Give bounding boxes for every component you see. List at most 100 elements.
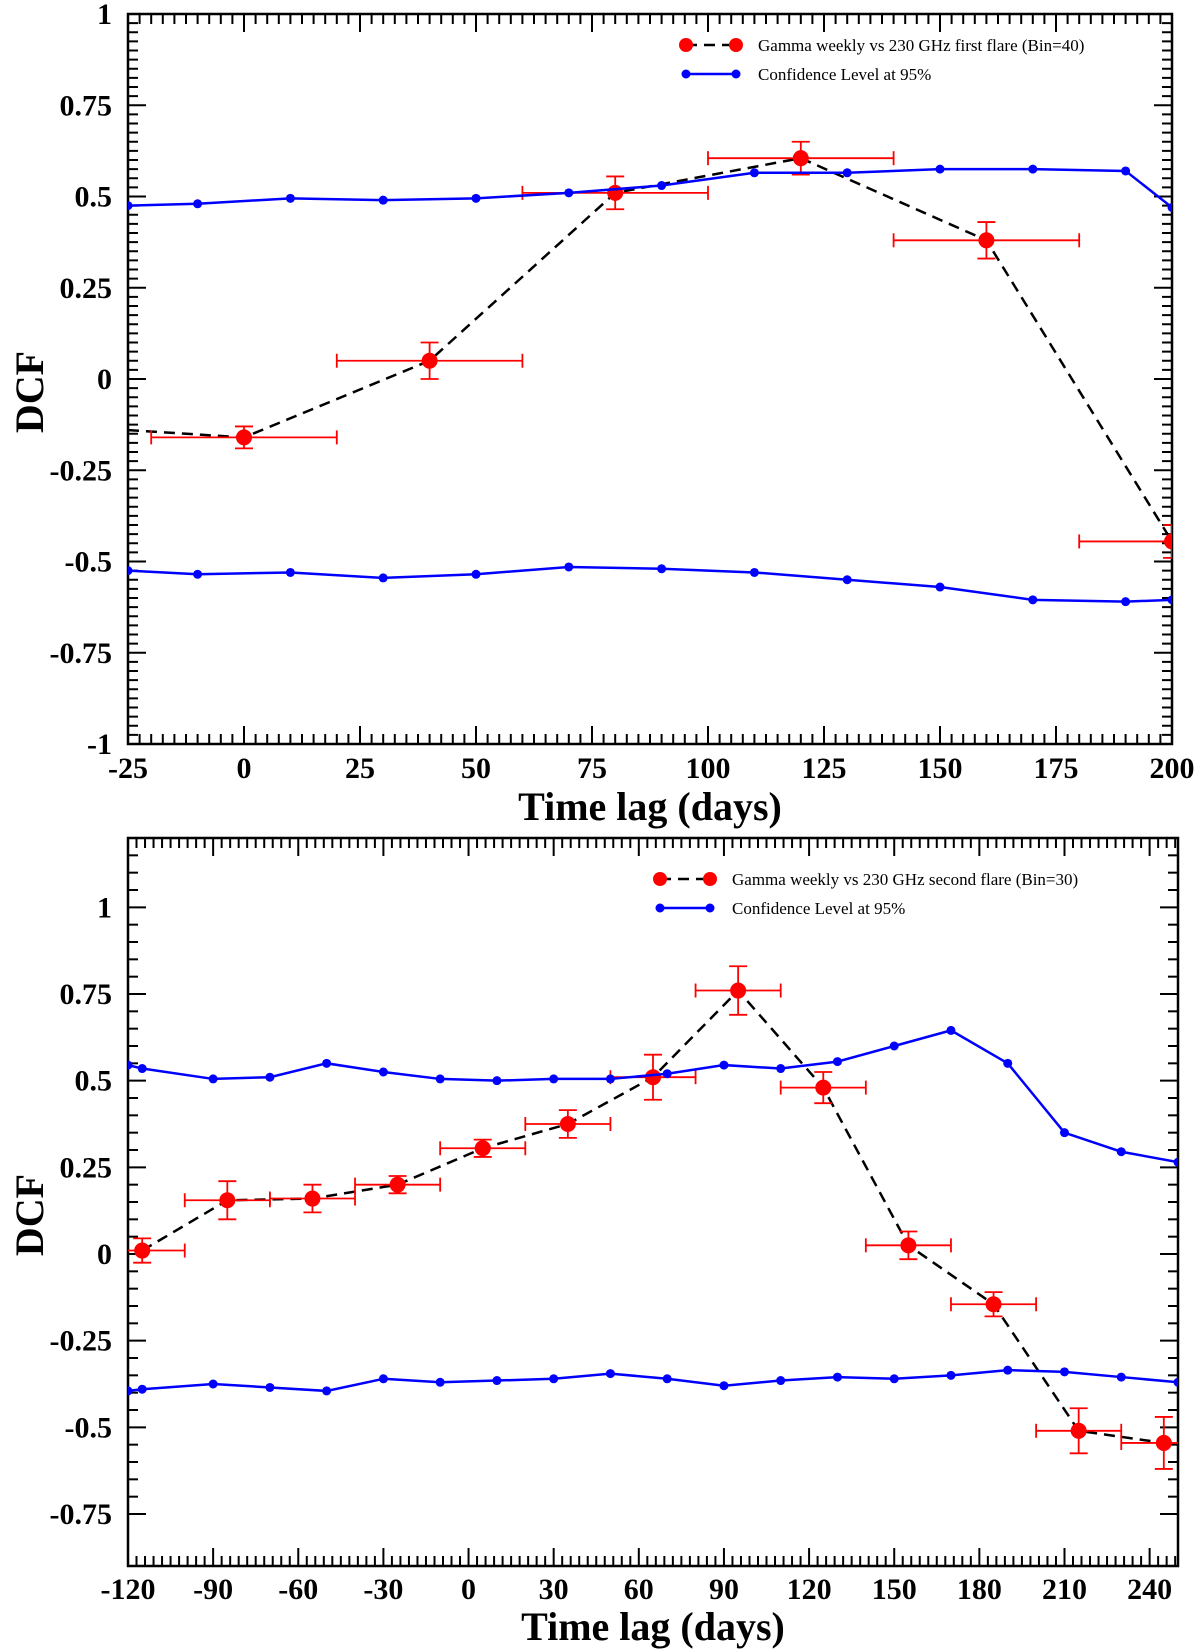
y-tick-label: -0.25 bbox=[50, 1325, 113, 1358]
legend-swatch-marker bbox=[653, 872, 667, 886]
confidence-point bbox=[889, 1041, 899, 1051]
x-tick-label: 200 bbox=[1150, 752, 1195, 785]
dcf-point bbox=[985, 1296, 1002, 1313]
y-tick-label: 0 bbox=[97, 363, 112, 396]
legend-entry-dcf: Gamma weekly vs 230 GHz first flare (Bin… bbox=[679, 36, 1084, 55]
confidence-point bbox=[378, 573, 388, 583]
dcf-point bbox=[1155, 1434, 1172, 1451]
confidence-point bbox=[492, 1376, 502, 1386]
confidence-point bbox=[749, 168, 759, 178]
y-axis-title: DCF bbox=[7, 1174, 52, 1256]
confidence-point bbox=[1116, 1147, 1126, 1157]
confidence-point bbox=[208, 1074, 218, 1084]
confidence-point bbox=[657, 564, 667, 574]
x-tick-label: -90 bbox=[193, 1573, 233, 1606]
legend-swatch-marker bbox=[679, 38, 693, 52]
x-tick-label: 50 bbox=[461, 752, 491, 785]
confidence-point bbox=[322, 1386, 332, 1396]
confidence-point bbox=[719, 1381, 729, 1391]
x-tick-label: 175 bbox=[1034, 752, 1079, 785]
x-tick-label: 30 bbox=[539, 1573, 569, 1606]
confidence-point bbox=[1028, 164, 1038, 174]
confidence-point bbox=[322, 1058, 332, 1068]
confidence-point bbox=[776, 1376, 786, 1386]
legend-swatch-marker bbox=[729, 38, 743, 52]
dcf-point bbox=[474, 1140, 491, 1157]
legend-label: Confidence Level at 95% bbox=[758, 65, 931, 84]
y-tick-label: 0.75 bbox=[60, 978, 113, 1011]
legend-swatch-marker bbox=[655, 903, 665, 913]
x-tick-label: 0 bbox=[461, 1573, 476, 1606]
legend: Gamma weekly vs 230 GHz second flare (Bi… bbox=[653, 870, 1078, 918]
confidence-point bbox=[1121, 597, 1131, 607]
confidence-point bbox=[1059, 1128, 1069, 1138]
confidence-point bbox=[1167, 202, 1172, 212]
confidence-point bbox=[549, 1074, 559, 1084]
x-tick-label: 75 bbox=[577, 752, 607, 785]
confidence-point bbox=[605, 1369, 615, 1379]
confidence-point bbox=[662, 1069, 672, 1079]
y-tick-label: 0.5 bbox=[75, 1065, 113, 1098]
confidence-point bbox=[842, 168, 852, 178]
confidence-point bbox=[749, 567, 759, 577]
confidence-point bbox=[657, 181, 667, 191]
confidence-point bbox=[935, 582, 945, 592]
confidence-point bbox=[832, 1057, 842, 1067]
confidence-point bbox=[1059, 1367, 1069, 1377]
confidence-point bbox=[549, 1374, 559, 1384]
confidence-point bbox=[128, 201, 133, 211]
x-tick-label: 100 bbox=[686, 752, 731, 785]
y-axis-title: DCF bbox=[7, 351, 52, 433]
legend-label: Gamma weekly vs 230 GHz second flare (Bi… bbox=[732, 870, 1078, 889]
x-tick-label: 180 bbox=[957, 1573, 1002, 1606]
legend: Gamma weekly vs 230 GHz first flare (Bin… bbox=[679, 36, 1084, 84]
y-tick-label: 0.25 bbox=[60, 272, 113, 305]
y-tick-label: 0.5 bbox=[75, 181, 113, 214]
y-tick-label: -0.5 bbox=[65, 1411, 113, 1444]
confidence-point bbox=[435, 1377, 445, 1387]
y-tick-label: -1 bbox=[87, 728, 112, 761]
confidence-point bbox=[435, 1074, 445, 1084]
confidence-point bbox=[193, 569, 203, 579]
dcf-error-bar bbox=[1078, 524, 1172, 559]
x-tick-label: -120 bbox=[101, 1573, 156, 1606]
x-tick-label: 25 bbox=[345, 752, 375, 785]
dcf-point bbox=[645, 1069, 661, 1086]
confidence-point bbox=[471, 193, 481, 203]
x-tick-label: 60 bbox=[624, 1573, 654, 1606]
dcf-point bbox=[900, 1237, 917, 1254]
dcf-point bbox=[559, 1116, 576, 1132]
confidence-point bbox=[128, 566, 133, 576]
confidence-point bbox=[1003, 1365, 1013, 1375]
x-tick-label: 0 bbox=[237, 752, 252, 785]
confidence-point bbox=[378, 1067, 388, 1077]
legend-swatch-marker bbox=[703, 872, 717, 886]
confidence-point bbox=[935, 164, 945, 174]
dcf-point bbox=[304, 1190, 321, 1207]
confidence-point bbox=[285, 193, 295, 203]
confidence-point bbox=[564, 562, 574, 572]
confidence-point bbox=[564, 188, 574, 198]
x-tick-label: 150 bbox=[872, 1573, 917, 1606]
y-tick-label: -0.5 bbox=[65, 546, 113, 579]
legend-label: Gamma weekly vs 230 GHz first flare (Bin… bbox=[758, 36, 1084, 55]
confidence-point bbox=[193, 199, 203, 209]
confidence-point bbox=[285, 567, 295, 577]
axis-ticks bbox=[127, 837, 1178, 1566]
chart-second-flare: -120 -90 -60 -30 0 30 60 90 120 150 180 210 240 -0.75… bbox=[7, 836, 1180, 1649]
legend-swatch-marker bbox=[681, 69, 691, 79]
confidence-point bbox=[1003, 1058, 1013, 1068]
y-tick-label: 0 bbox=[97, 1238, 112, 1271]
confidence-point bbox=[1028, 595, 1038, 605]
dcf-point bbox=[815, 1079, 832, 1096]
y-tick-label: 0.25 bbox=[60, 1151, 113, 1184]
confidence-point bbox=[1121, 166, 1131, 176]
x-axis-title: Time lag (days) bbox=[521, 1604, 785, 1649]
plot-area bbox=[128, 965, 1178, 1470]
x-tick-label: -30 bbox=[363, 1573, 403, 1606]
confidence-point bbox=[378, 1374, 388, 1384]
confidence-point bbox=[889, 1374, 899, 1384]
confidence-lower-line bbox=[128, 1368, 1178, 1393]
